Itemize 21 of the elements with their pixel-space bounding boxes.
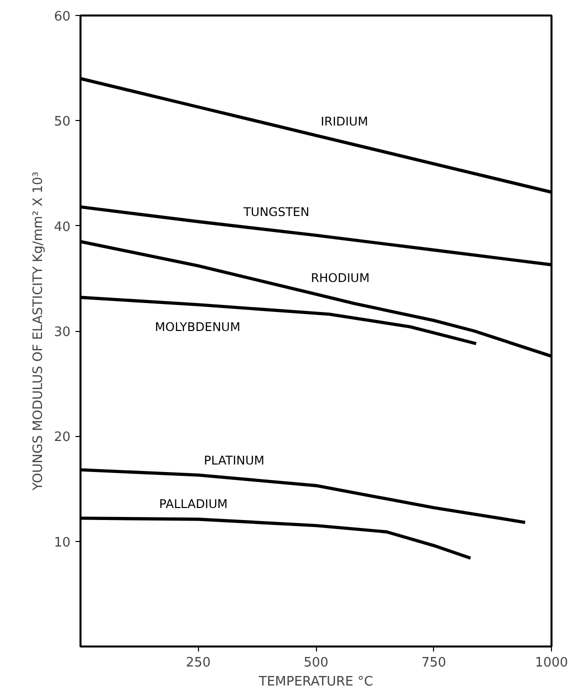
line-series (80, 516, 472, 560)
x-tick-label: 250 (186, 656, 211, 670)
series-label: IRIDIUM (320, 114, 368, 129)
y-tick-label: 60 (54, 10, 71, 24)
y-tick-label: 50 (54, 114, 71, 130)
y-tick-label: 20 (54, 430, 71, 446)
line-series (80, 468, 527, 524)
y-tick-label: 10 (54, 535, 71, 550)
series-label: TUNGSTEN (242, 204, 310, 219)
x-tick-label: 750 (421, 656, 446, 670)
y-axis-title: YOUNGS MODULUS OF ELASTICITY Kg/mm² X 10³ (30, 172, 46, 492)
line-series (80, 296, 478, 346)
y-tick-label: 40 (54, 220, 71, 235)
series-label: RHODIUM (310, 270, 370, 285)
y-tick-label: 30 (54, 325, 71, 340)
x-tick-label: 1000 (534, 656, 568, 670)
x-tick-label: 500 (304, 656, 328, 670)
series-label: PLATINUM (204, 454, 264, 468)
series-label: MOLYBDENUM (154, 320, 240, 334)
x-axis-title: TEMPERATURE °C (258, 674, 374, 690)
series-label: PALLADIUM (159, 496, 228, 511)
